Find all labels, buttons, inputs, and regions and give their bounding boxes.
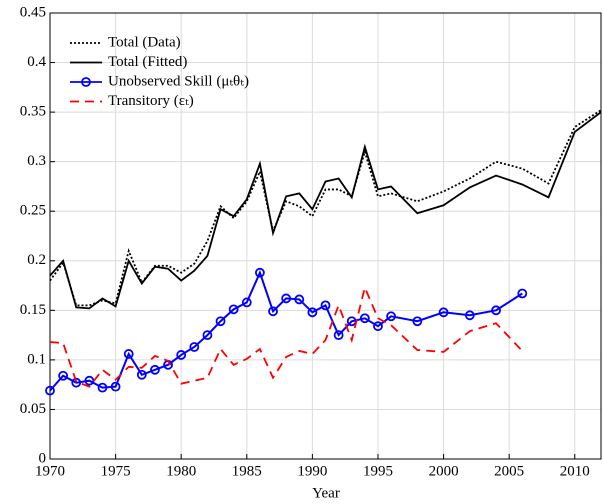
series-marker <box>58 370 69 381</box>
series-marker <box>517 288 528 299</box>
legend-marker <box>81 77 91 87</box>
x-axis-label: Year <box>312 485 340 501</box>
series-marker <box>373 321 383 332</box>
series-marker <box>386 311 396 322</box>
y-tick-label: 0.15 <box>20 302 46 318</box>
series-marker <box>438 307 449 318</box>
series-marker <box>464 310 475 321</box>
y-tick-label: 0.25 <box>20 203 46 219</box>
y-tick-label: 0.35 <box>20 104 46 120</box>
legend-label: Transitory (εₜ) <box>108 93 194 109</box>
series-line <box>49 109 602 307</box>
series-marker <box>110 381 121 392</box>
x-tick-label: 1985 <box>232 463 262 479</box>
series-marker <box>241 297 252 308</box>
y-tick-label: 0.3 <box>27 153 46 169</box>
series-marker <box>215 316 226 327</box>
x-tick-label: 1990 <box>297 463 327 479</box>
y-tick-label: 0.4 <box>27 54 46 70</box>
series-marker <box>45 385 55 396</box>
series-marker <box>189 342 200 352</box>
plot-frame <box>49 12 602 460</box>
legend-label: Unobserved Skill (μₜθₜ) <box>108 73 249 89</box>
x-tick-label: 1975 <box>101 463 131 479</box>
y-tick-label: 0.2 <box>27 252 46 268</box>
series-marker <box>150 364 160 375</box>
series-marker <box>320 300 331 311</box>
y-tick-label: 0 <box>39 450 47 466</box>
series-marker <box>202 330 213 341</box>
series-line <box>49 111 602 310</box>
series-marker <box>123 349 134 359</box>
x-tick-label: 1995 <box>363 463 393 479</box>
x-tick-label: 2005 <box>494 463 524 479</box>
series-line <box>49 284 523 388</box>
y-tick-label: 0.05 <box>20 401 46 417</box>
series-marker <box>491 305 501 316</box>
series-marker <box>255 267 265 278</box>
x-tick-label: 1970 <box>35 463 65 479</box>
series-line <box>49 269 523 392</box>
y-tick-label: 0.45 <box>20 4 46 20</box>
legend-label: Total (Data) <box>108 34 181 50</box>
y-tick-label: 0.1 <box>27 351 46 367</box>
series-marker <box>294 294 305 305</box>
series-marker <box>71 377 82 388</box>
series-marker <box>412 316 423 327</box>
series-marker <box>176 350 187 360</box>
legend-label: Total (Fitted) <box>108 54 187 70</box>
x-tick-label: 1980 <box>166 463 196 479</box>
x-tick-label: 2000 <box>429 463 459 479</box>
series-marker <box>136 369 147 380</box>
series-marker <box>97 382 108 393</box>
series-marker <box>228 304 239 315</box>
series-marker <box>268 306 278 317</box>
x-tick-label: 2010 <box>560 463 590 479</box>
series-marker <box>307 307 318 318</box>
series-marker <box>333 330 344 341</box>
series-marker <box>359 313 370 324</box>
series-marker <box>281 293 292 304</box>
